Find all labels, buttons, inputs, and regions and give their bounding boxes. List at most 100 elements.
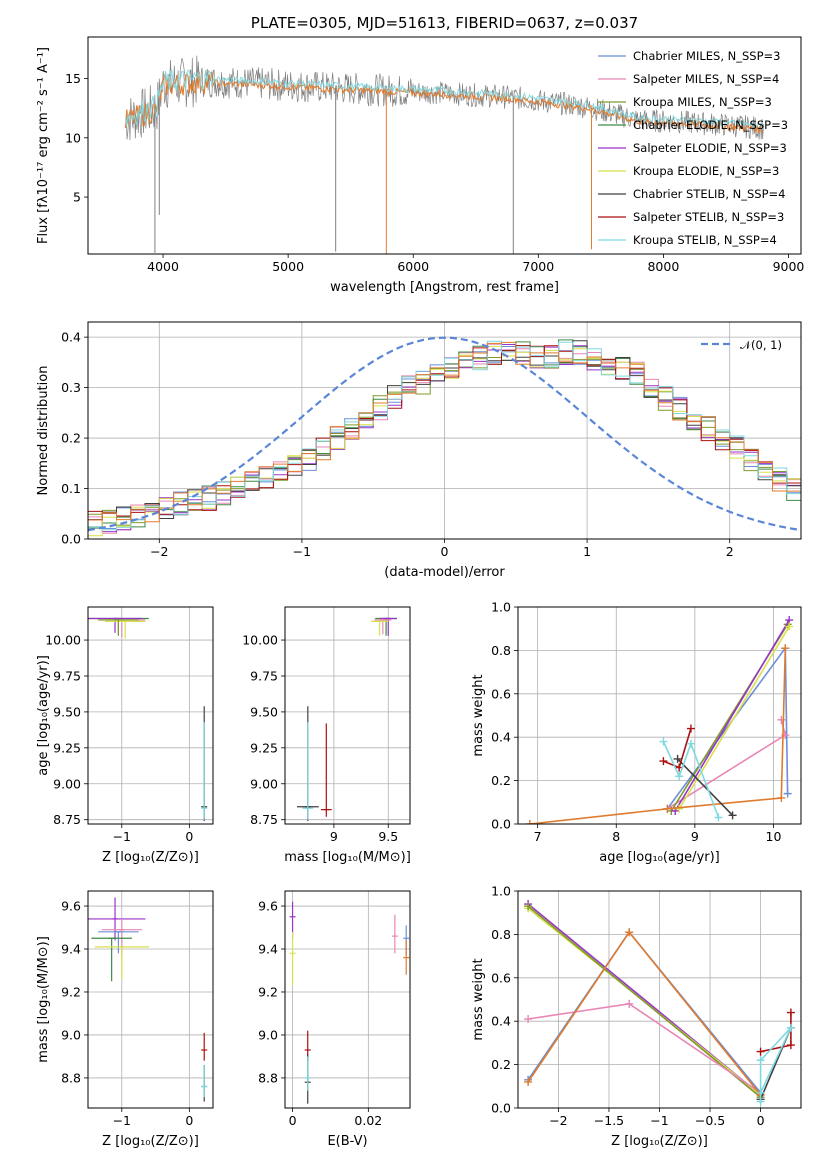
plus-marker bbox=[756, 1097, 765, 1106]
plus-marker bbox=[524, 1077, 533, 1086]
errorbar-plot-area bbox=[289, 901, 410, 1104]
y-tick-label: 0.6 bbox=[491, 686, 511, 701]
legend: Chabrier MILES, N_SSP=3 Salpeter MILES, N… bbox=[598, 49, 788, 247]
axes-frame bbox=[517, 606, 802, 825]
x-axis-label: Z [log₁₀(Z/Z⊙)] bbox=[102, 1134, 199, 1149]
plus-marker bbox=[625, 999, 634, 1008]
panel-spectrum: 4000 5000 6000 7000 8000 9000 5 10 15 wavelength … bbox=[36, 14, 804, 295]
plus-marker bbox=[786, 1023, 795, 1032]
y-tick-label: 1.0 bbox=[491, 884, 511, 899]
x-tick-label: 7000 bbox=[522, 259, 554, 274]
legend-label: Salpeter STELIB, N_SSP=3 bbox=[633, 210, 784, 224]
y-tick-label: 1.0 bbox=[491, 600, 511, 615]
x-axis-label: E(B-V) bbox=[327, 1134, 367, 1149]
y-tick-label: 10 bbox=[65, 130, 81, 145]
data-point bbox=[88, 897, 146, 941]
x-tick-label: −1 bbox=[650, 1113, 668, 1128]
y-axis-label: Flux [fλ10⁻¹⁷ erg cm⁻² s⁻¹ A⁻¹] bbox=[36, 47, 51, 244]
x-tick-label: −2 bbox=[549, 1113, 567, 1128]
plus-marker bbox=[675, 772, 684, 781]
y-tick-label: 0.8 bbox=[491, 643, 511, 658]
series-line bbox=[678, 626, 790, 810]
series-line bbox=[677, 758, 734, 816]
y-tick-label: 0.4 bbox=[491, 1014, 511, 1029]
data-point bbox=[94, 946, 149, 980]
legend-label: Kroupa ELODIE, N_SSP=3 bbox=[633, 164, 779, 178]
plus-marker bbox=[756, 1088, 765, 1097]
x-tick-label: 0 bbox=[185, 829, 193, 844]
chart-title: PLATE=0305, MJD=51613, FIBERID=0637, z=0… bbox=[251, 14, 638, 32]
x-axis-label: (data-model)/error bbox=[384, 565, 505, 580]
plus-marker bbox=[783, 789, 792, 798]
legend-label: Salpeter MILES, N_SSP=4 bbox=[633, 72, 779, 86]
line-plot-area bbox=[524, 900, 795, 1106]
data-point bbox=[320, 723, 332, 817]
data-point bbox=[370, 620, 389, 636]
y-tick-label: 9.50 bbox=[250, 704, 278, 719]
y-tick-label: 9.25 bbox=[53, 740, 81, 755]
x-tick-label: 7 bbox=[534, 829, 542, 844]
panel-mass-weight-vs-age: 7 8 9 10 0.0 0.2 0.4 0.6 0.8 1.0 age [log₁₀(age/yr… bbox=[471, 600, 802, 865]
y-axis-label: mass weight bbox=[471, 674, 486, 756]
x-tick-label: 9.5 bbox=[378, 829, 398, 844]
panel-age-vs-Z: −1 0 8.75 9.00 9.25 9.50 9.75 10.00 Z [log₁₀(Z/Z… bbox=[36, 606, 214, 865]
plus-marker bbox=[675, 804, 684, 813]
y-axis-label: mass weight bbox=[471, 958, 486, 1040]
normal-curve bbox=[88, 336, 801, 532]
y-axis-label: age [log₁₀(age/yr)] bbox=[36, 655, 51, 776]
data-point bbox=[289, 931, 296, 986]
plus-marker bbox=[786, 1041, 795, 1050]
axes-frame bbox=[87, 606, 214, 825]
y-tick-label: 0.2 bbox=[491, 1057, 511, 1072]
x-tick-label: 6000 bbox=[397, 259, 429, 274]
y-tick-label: 0.1 bbox=[61, 481, 81, 496]
panel-mass-weight-vs-Z: −2 −1.5 −1 −0.5 0 0.0 0.2 0.4 0.6 0.8 1.0 Z [log₁₀(… bbox=[471, 884, 802, 1149]
data-point bbox=[98, 931, 139, 954]
legend-label: Kroupa STELIB, N_SSP=4 bbox=[633, 233, 777, 247]
y-tick-label: 9.4 bbox=[258, 942, 278, 957]
legend-label: Kroupa MILES, N_SSP=3 bbox=[633, 95, 772, 109]
y-tick-label: 9.75 bbox=[53, 668, 81, 683]
y-tick-label: 9.00 bbox=[250, 776, 278, 791]
y-tick-label: 9.75 bbox=[250, 668, 278, 683]
plus-marker bbox=[756, 1056, 765, 1065]
plus-marker bbox=[728, 811, 737, 820]
y-axis-label: Normed distribution bbox=[36, 366, 51, 496]
y-tick-label: 0.0 bbox=[491, 1101, 511, 1116]
y-tick-label: 9.0 bbox=[258, 1027, 278, 1042]
x-tick-label: 9 bbox=[691, 829, 699, 844]
axes-frame bbox=[87, 36, 802, 255]
plus-marker bbox=[673, 754, 682, 763]
y-tick-label: 10.00 bbox=[242, 633, 278, 648]
axes-frame bbox=[284, 606, 411, 825]
y-tick-label: 9.4 bbox=[61, 942, 81, 957]
panel-mass-vs-EBV: 0 0.02 8.8 9.0 9.2 9.4 9.6 E(B-V) bbox=[258, 890, 411, 1149]
plus-marker bbox=[524, 902, 533, 911]
data-point bbox=[98, 619, 146, 638]
axes-frame bbox=[284, 890, 411, 1109]
x-tick-label: 10 bbox=[766, 829, 782, 844]
line-plot-area bbox=[525, 616, 794, 824]
series-line bbox=[662, 741, 720, 818]
y-tick-label: 9.0 bbox=[61, 1027, 81, 1042]
y-tick-label: 0.4 bbox=[491, 730, 511, 745]
legend-label: Chabrier ELODIE, N_SSP=3 bbox=[633, 118, 788, 132]
x-tick-label: 2 bbox=[726, 544, 734, 559]
legend-label: Chabrier STELIB, N_SSP=4 bbox=[633, 187, 785, 201]
series-line bbox=[759, 1027, 792, 1102]
legend-label: 𝒩(0, 1) bbox=[740, 338, 782, 352]
errorbar-plot-area bbox=[88, 897, 208, 1102]
spectrum-plot-area bbox=[124, 55, 764, 254]
legend-label: Chabrier MILES, N_SSP=3 bbox=[633, 49, 780, 63]
plus-marker bbox=[714, 813, 723, 822]
x-axis-label: mass [log₁₀(M/M⊙)] bbox=[284, 850, 411, 865]
x-axis-label: wavelength [Angstrom, rest frame] bbox=[330, 280, 559, 295]
data-point bbox=[201, 721, 208, 820]
plus-marker bbox=[756, 1047, 765, 1056]
plus-marker bbox=[659, 737, 668, 746]
legend: 𝒩(0, 1) bbox=[701, 338, 782, 352]
series-line bbox=[527, 905, 762, 1098]
y-tick-label: 9.50 bbox=[53, 704, 81, 719]
y-tick-label: 0.2 bbox=[491, 773, 511, 788]
x-tick-label: 0 bbox=[441, 544, 449, 559]
